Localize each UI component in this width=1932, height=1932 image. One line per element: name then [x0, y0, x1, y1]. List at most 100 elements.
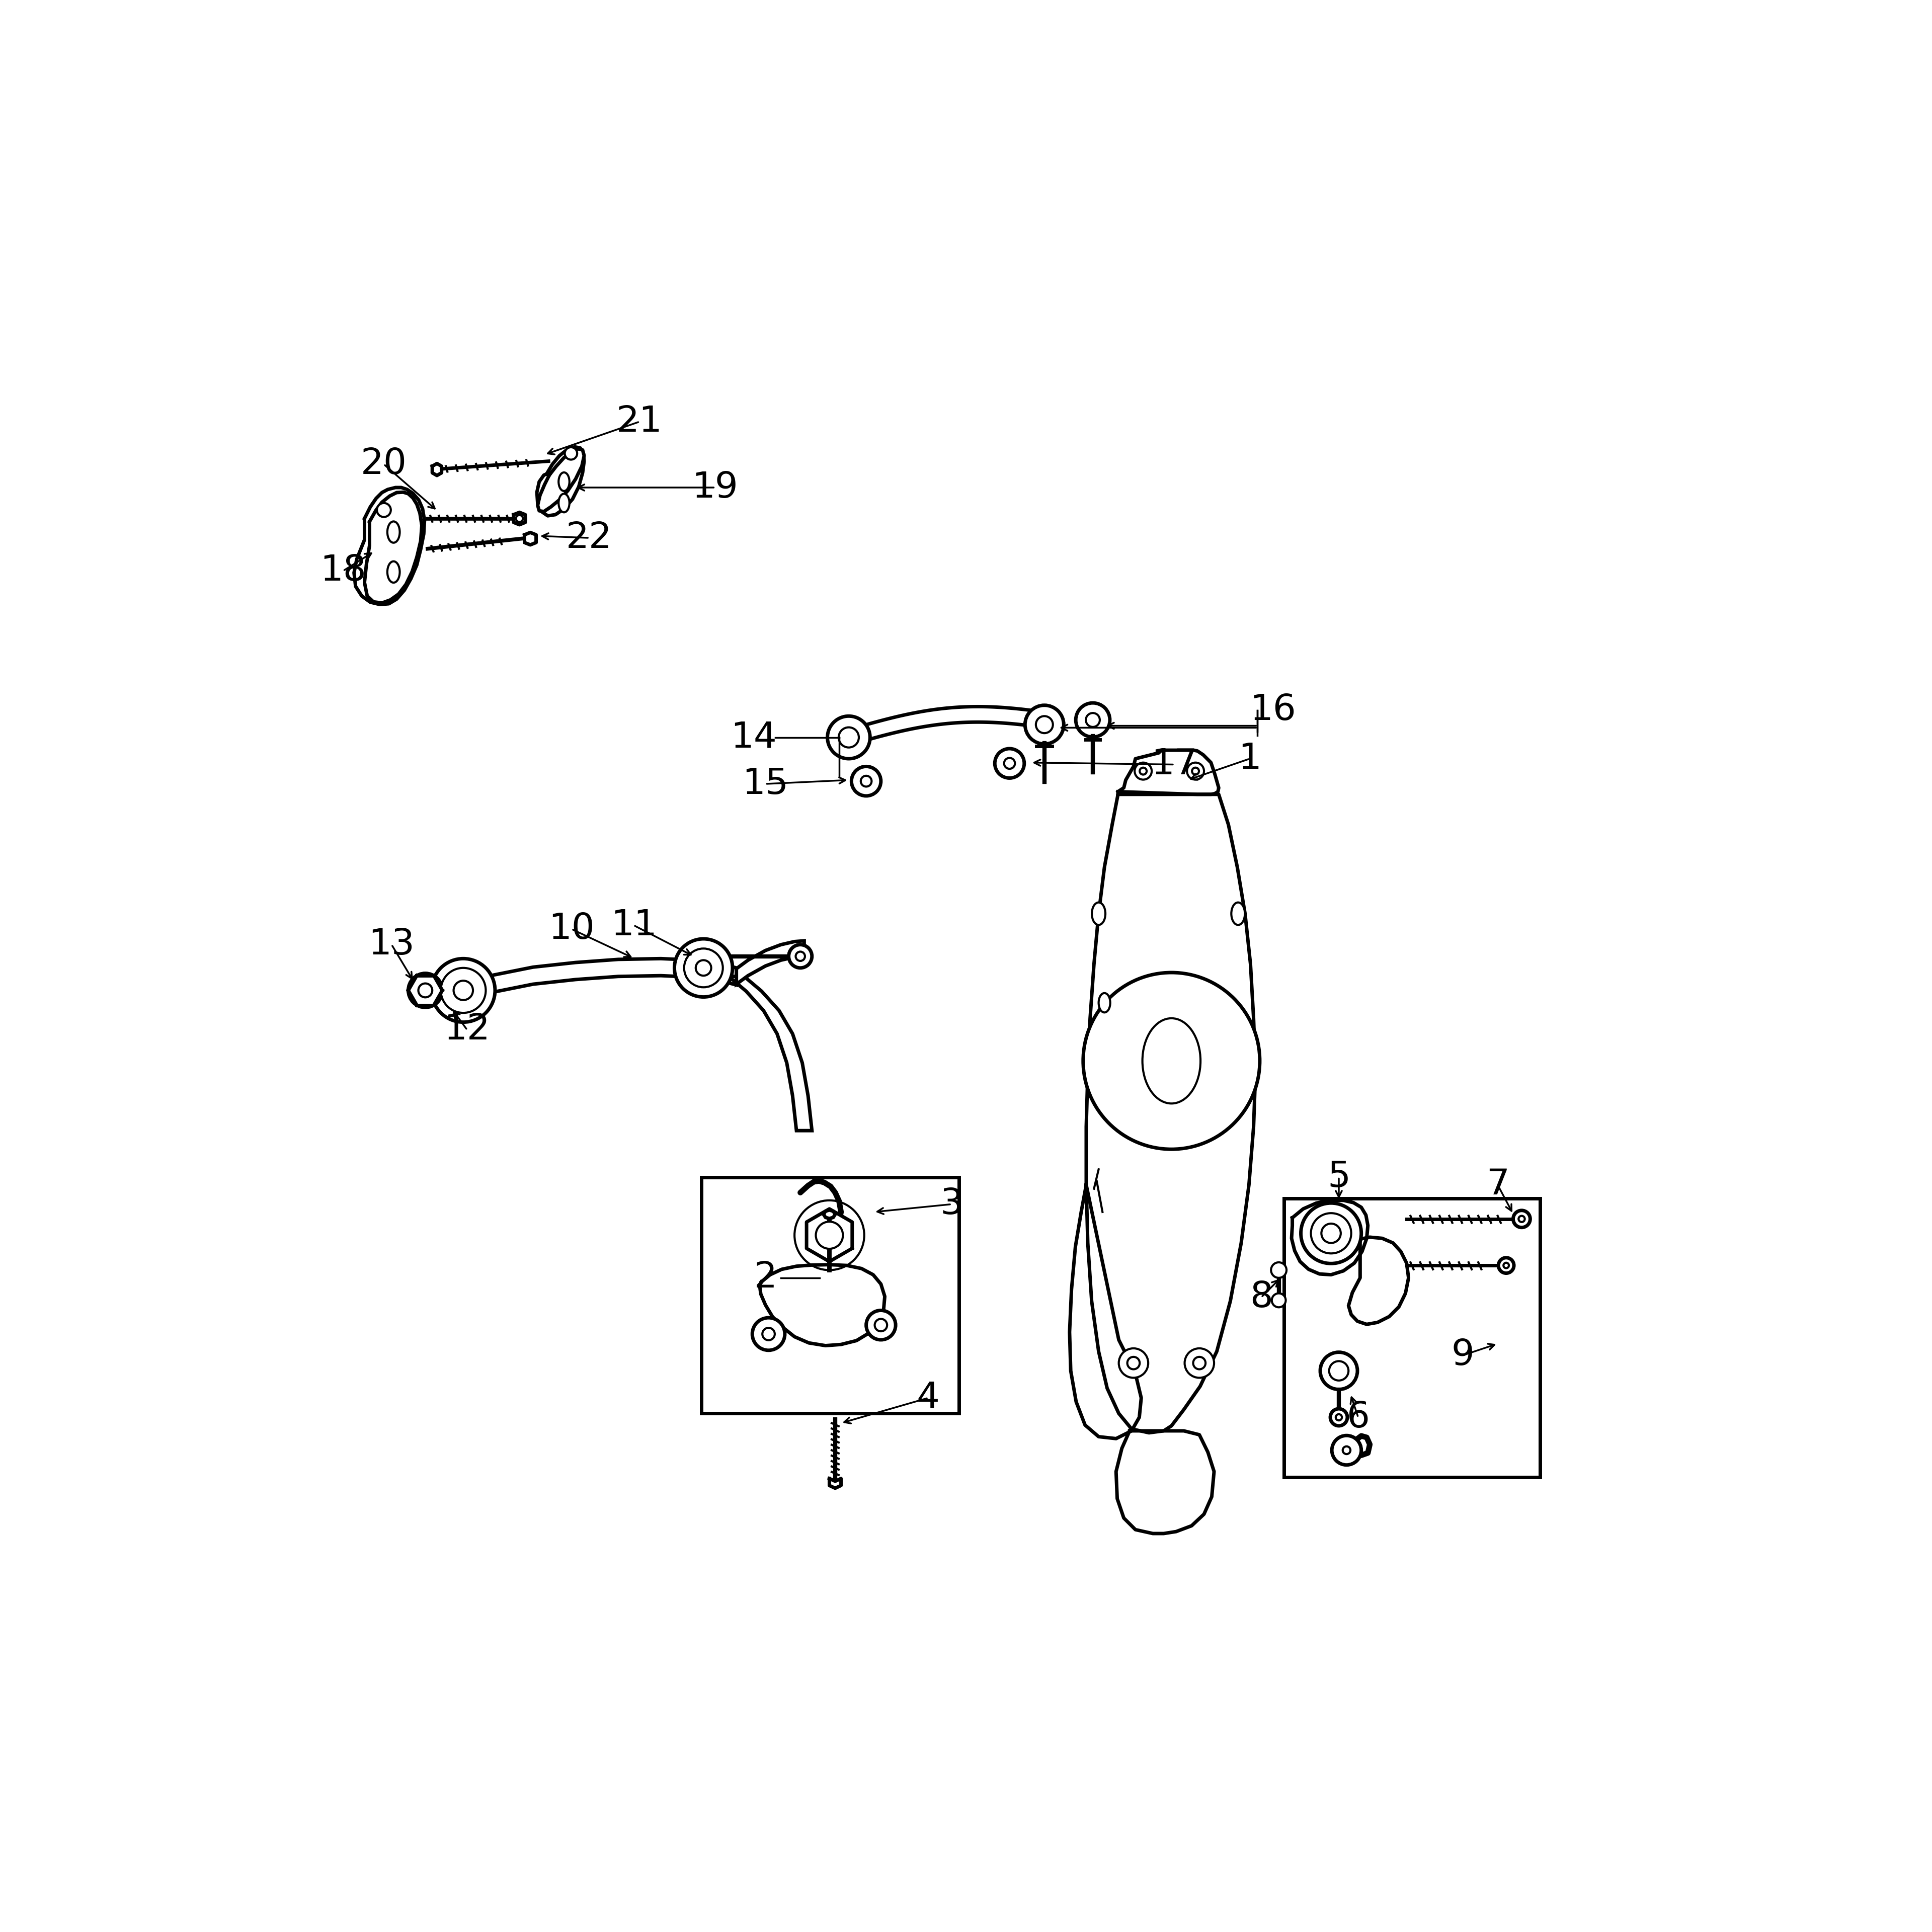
- Polygon shape: [524, 533, 535, 545]
- Text: 4: 4: [916, 1381, 939, 1416]
- Ellipse shape: [1092, 902, 1105, 925]
- Circle shape: [1343, 1447, 1350, 1455]
- Circle shape: [838, 726, 860, 748]
- Circle shape: [1312, 1213, 1350, 1254]
- Ellipse shape: [1142, 1018, 1200, 1103]
- Circle shape: [796, 952, 806, 960]
- Circle shape: [1271, 1293, 1285, 1308]
- Circle shape: [1026, 705, 1065, 744]
- Polygon shape: [1119, 750, 1219, 794]
- Circle shape: [1005, 757, 1014, 769]
- Text: 12: 12: [444, 1012, 491, 1047]
- Text: 15: 15: [742, 767, 788, 802]
- Circle shape: [674, 939, 732, 997]
- Circle shape: [696, 960, 711, 976]
- Circle shape: [1186, 763, 1204, 781]
- Circle shape: [862, 777, 871, 786]
- Text: 7: 7: [1486, 1167, 1509, 1202]
- Ellipse shape: [386, 522, 400, 543]
- Ellipse shape: [1231, 902, 1244, 925]
- Circle shape: [827, 717, 869, 759]
- Ellipse shape: [1099, 993, 1111, 1012]
- Text: 8: 8: [1250, 1279, 1273, 1314]
- Circle shape: [1331, 1435, 1362, 1464]
- Circle shape: [1084, 972, 1260, 1150]
- Circle shape: [684, 949, 723, 987]
- Circle shape: [794, 1200, 864, 1269]
- Circle shape: [1086, 713, 1099, 726]
- Polygon shape: [514, 512, 526, 526]
- Circle shape: [788, 945, 811, 968]
- Circle shape: [1499, 1258, 1515, 1273]
- Polygon shape: [806, 1209, 852, 1262]
- Circle shape: [852, 767, 881, 796]
- Bar: [1283, 1198, 1540, 1478]
- Text: 11: 11: [611, 908, 657, 943]
- Circle shape: [408, 974, 442, 1007]
- Text: 3: 3: [939, 1186, 962, 1221]
- Circle shape: [1503, 1264, 1509, 1267]
- Ellipse shape: [516, 516, 524, 522]
- Circle shape: [1140, 767, 1148, 775]
- Ellipse shape: [558, 495, 570, 512]
- Polygon shape: [433, 464, 442, 475]
- Polygon shape: [823, 1209, 835, 1219]
- Circle shape: [1331, 1408, 1347, 1426]
- Circle shape: [815, 1221, 842, 1248]
- Polygon shape: [1349, 1236, 1408, 1323]
- Text: 1: 1: [1238, 742, 1262, 777]
- Text: 10: 10: [549, 912, 595, 947]
- Polygon shape: [848, 707, 1041, 746]
- Circle shape: [1184, 1349, 1213, 1378]
- Circle shape: [431, 958, 495, 1022]
- Text: 16: 16: [1250, 694, 1296, 728]
- Text: 9: 9: [1451, 1339, 1474, 1372]
- Ellipse shape: [558, 473, 570, 491]
- Circle shape: [419, 983, 433, 997]
- Circle shape: [1192, 767, 1200, 775]
- Circle shape: [1335, 1414, 1343, 1420]
- Text: 17: 17: [1151, 748, 1198, 782]
- Polygon shape: [537, 448, 583, 512]
- Text: 6: 6: [1347, 1401, 1370, 1435]
- Polygon shape: [464, 958, 736, 999]
- Circle shape: [1300, 1204, 1362, 1264]
- Circle shape: [1320, 1352, 1358, 1389]
- Circle shape: [454, 981, 473, 1001]
- Polygon shape: [1117, 1432, 1213, 1534]
- Circle shape: [1321, 1223, 1341, 1242]
- Polygon shape: [829, 1478, 840, 1488]
- Text: 2: 2: [753, 1260, 777, 1294]
- Circle shape: [1329, 1362, 1349, 1381]
- Polygon shape: [736, 941, 804, 983]
- Text: 21: 21: [616, 404, 663, 439]
- Circle shape: [1076, 703, 1109, 736]
- Circle shape: [866, 1310, 896, 1339]
- Text: 22: 22: [566, 520, 612, 554]
- Polygon shape: [759, 1265, 885, 1345]
- Polygon shape: [728, 976, 811, 1130]
- Circle shape: [763, 1327, 775, 1341]
- Circle shape: [875, 1320, 887, 1331]
- Text: 19: 19: [692, 469, 738, 504]
- Polygon shape: [365, 493, 421, 603]
- Polygon shape: [1086, 794, 1256, 1434]
- Circle shape: [995, 748, 1024, 779]
- Circle shape: [440, 968, 485, 1012]
- Text: 13: 13: [369, 927, 415, 962]
- Text: 14: 14: [730, 721, 777, 755]
- Polygon shape: [1070, 1184, 1142, 1439]
- Text: 18: 18: [321, 553, 367, 587]
- Circle shape: [377, 502, 390, 518]
- Circle shape: [1519, 1215, 1524, 1223]
- Circle shape: [1036, 717, 1053, 732]
- Circle shape: [1126, 1356, 1140, 1370]
- Circle shape: [752, 1318, 784, 1350]
- Ellipse shape: [386, 562, 400, 583]
- Circle shape: [1134, 763, 1151, 781]
- Text: 5: 5: [1327, 1159, 1350, 1194]
- Circle shape: [1119, 1349, 1148, 1378]
- Text: 20: 20: [361, 446, 408, 481]
- Polygon shape: [537, 446, 583, 516]
- Bar: [701, 1177, 958, 1414]
